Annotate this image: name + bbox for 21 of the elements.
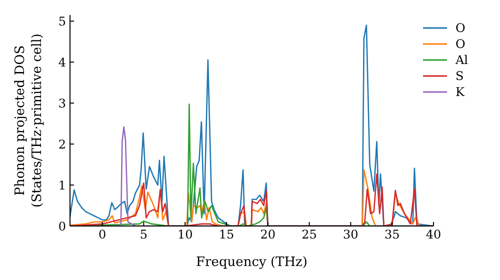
y-tick-label: 1: [58, 178, 66, 192]
legend-label: S: [455, 68, 464, 84]
x-tick-label: 10: [177, 228, 193, 242]
x-tick-label: 15: [218, 228, 234, 242]
x-tick-label: 5: [140, 228, 148, 242]
x-tick-label: 35: [384, 228, 400, 242]
x-axis-title: Frequency (THz): [196, 255, 308, 270]
x-tick-label: 20: [260, 228, 276, 242]
x-tick-label: 30: [343, 228, 358, 242]
y-tick-label: 5: [58, 14, 66, 28]
x-tick-label: 0: [98, 228, 106, 242]
legend-label: K: [455, 84, 464, 100]
y-tick-label: 3: [58, 96, 66, 110]
y-tick-label: 4: [58, 55, 66, 70]
legend-label: O: [455, 36, 466, 52]
legend-label: O: [455, 20, 466, 36]
legend-label: Al: [455, 52, 468, 68]
x-tick-label: 40: [426, 228, 442, 242]
y-tick-label: 2: [58, 137, 66, 152]
y-axis-title: Phonon projected DOS (States/THz·primitive cell): [13, 33, 45, 208]
x-tick-label: 25: [302, 228, 317, 242]
